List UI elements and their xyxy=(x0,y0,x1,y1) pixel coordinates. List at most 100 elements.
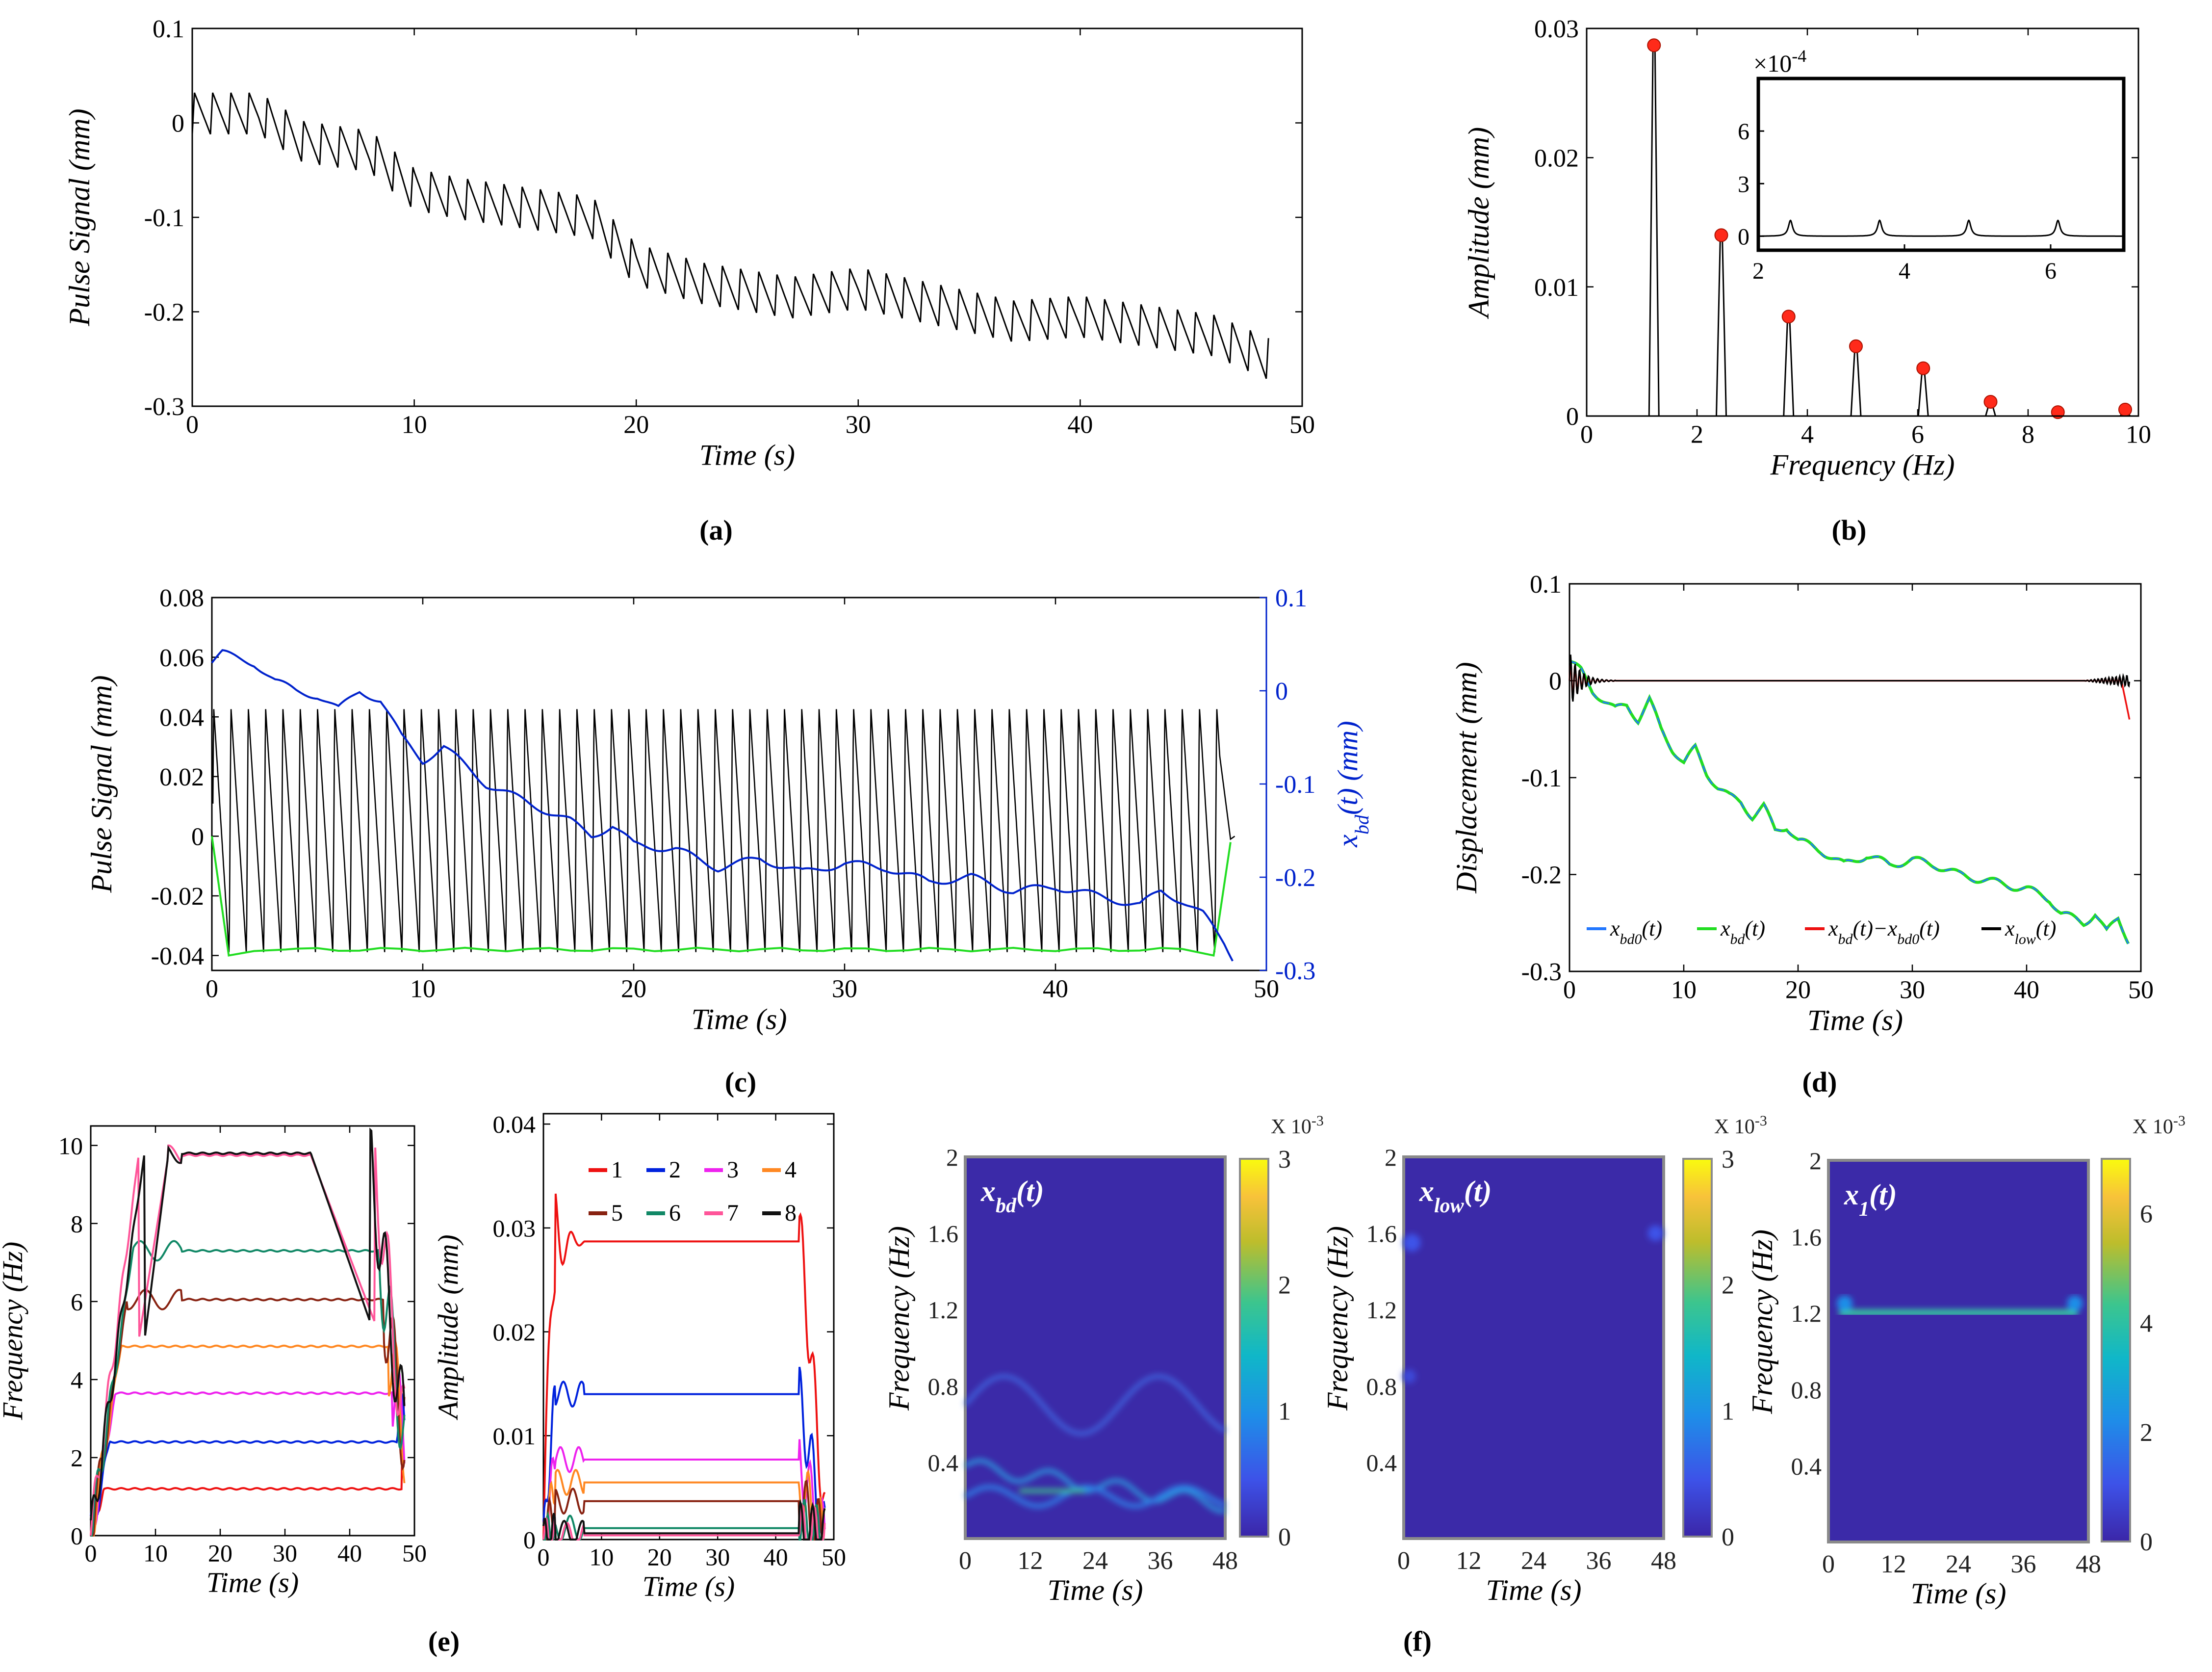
legend: 1 2 3 4 5 6 7 8 xyxy=(589,1157,797,1226)
y-tick-label: 1.6 xyxy=(1791,1224,1822,1251)
spectrum-peak xyxy=(1917,367,1929,417)
y-tick-label: 2 xyxy=(1385,1144,1397,1171)
y-tick-label: -0.1 xyxy=(144,204,184,232)
x-tick-label: 20 xyxy=(647,1543,672,1571)
y-tick-label: -0.04 xyxy=(151,942,204,970)
y-tick-label: 0.02 xyxy=(1534,145,1579,173)
y-tick-label: 2 xyxy=(71,1444,83,1471)
y2-axis-label: xbd(t) (mm) xyxy=(1332,721,1373,847)
legend-entry: xbd0(t) xyxy=(1610,916,1662,947)
imf-amplitude-line xyxy=(542,1502,826,1541)
peak-marker xyxy=(1916,361,1930,375)
y-tick-label: 0.04 xyxy=(493,1111,536,1138)
x-tick-label: 6 xyxy=(1911,421,1924,449)
x-tick-label: 0 xyxy=(85,1540,97,1567)
x-tick-label: 4 xyxy=(1801,421,1814,449)
y-tick-label: 0 xyxy=(1566,403,1579,431)
y-tick-label: 0.06 xyxy=(159,644,204,672)
lower-envelope-line xyxy=(211,836,1232,957)
y-tick-label: 1.2 xyxy=(1791,1300,1822,1327)
y-axis-label: Frequency (Hz) xyxy=(1321,1226,1354,1411)
x-tick-label: 8 xyxy=(2022,421,2034,449)
y2-tick-label: -0.1 xyxy=(1275,771,1315,799)
y-tick-label: 0.8 xyxy=(1366,1373,1397,1400)
panel-e-amplitude: 0 10 20 30 40 50 0 0.01 0.02 0.03 0.04 Time (s) Ampl… xyxy=(432,1111,846,1602)
panel-d: 0 10 20 30 40 50 -0.3 -0.2 -0.1 0 0.1 Time (s) Displ… xyxy=(1450,571,2154,1036)
y2-tick-label: -0.3 xyxy=(1275,957,1315,985)
imf-frequency-line xyxy=(91,1288,406,1537)
y-tick-label: -0.2 xyxy=(1521,862,1562,889)
x-tick-label: 10 xyxy=(402,411,427,439)
colorbar xyxy=(1239,1158,1269,1538)
colorbar-tick-label: 1 xyxy=(1278,1397,1291,1425)
y-axis-label: Pulse Signal (mm) xyxy=(85,675,118,893)
x-tick-label: 20 xyxy=(621,975,646,1003)
y-tick-label: 0.03 xyxy=(493,1214,536,1242)
x-tick-label: 10 xyxy=(143,1540,168,1567)
inset-spectrum-line xyxy=(1758,219,2124,237)
y-tick-label: 4 xyxy=(71,1366,83,1393)
x-tick-label: 0 xyxy=(1580,421,1593,449)
feature xyxy=(1402,1369,1416,1384)
colorbar-tick-label: 3 xyxy=(1722,1146,1734,1174)
inset-y-tick-label: 0 xyxy=(1738,224,1749,250)
y-tick-label: 8 xyxy=(71,1210,83,1237)
colorbar-tick-label: 0 xyxy=(1722,1523,1734,1551)
colorbar-tick-label: 2 xyxy=(2140,1419,2153,1447)
panel-a: 0 10 20 30 40 50 -0.3 -0.2 -0.1 0 0.1 Time (s) Pulse… xyxy=(63,15,1315,471)
y-tick-label: 6 xyxy=(71,1288,83,1315)
y-tick-label: 0.02 xyxy=(493,1318,536,1346)
ridge xyxy=(964,1485,1226,1509)
caption-f: (f) xyxy=(1403,1625,1432,1657)
heatmap-background xyxy=(964,1155,1227,1540)
y-tick-label: 0.08 xyxy=(159,584,204,612)
y-tick-label: 0.02 xyxy=(159,763,204,791)
colorbar-tick-label: 2 xyxy=(1278,1272,1291,1300)
y-tick-label: -0.3 xyxy=(144,393,184,421)
x-tick-label: 20 xyxy=(623,411,649,439)
y-tick-label: -0.02 xyxy=(151,883,204,911)
x-tick-label: 50 xyxy=(1254,975,1279,1003)
x-tick-label: 24 xyxy=(1521,1547,1546,1575)
colorbar-tick-label: 1 xyxy=(1722,1397,1734,1425)
legend: xbd0(t) xbd(t) xbd(t)−xbd0(t) xlow(t) xyxy=(1587,916,2056,947)
feature xyxy=(1403,1234,1421,1252)
caption-c: (c) xyxy=(725,1066,756,1098)
colorbar-tick-label: 6 xyxy=(2140,1200,2153,1228)
y-tick-label: 2 xyxy=(1809,1147,1822,1175)
caption-a: (a) xyxy=(699,514,733,546)
imf-frequency-line xyxy=(90,1367,406,1527)
imf-frequency-line xyxy=(90,1389,406,1517)
x-tick-label: 30 xyxy=(846,411,871,439)
legend-label: 8 xyxy=(785,1200,797,1226)
y-axis-label: Frequency (Hz) xyxy=(1746,1229,1778,1414)
x-tick-label: 48 xyxy=(1212,1547,1238,1575)
xbd0-line xyxy=(1569,660,2129,944)
imf-amplitude-line xyxy=(543,1499,825,1541)
inset-y-tick-label: 6 xyxy=(1738,119,1749,145)
y-tick-label: 0.4 xyxy=(928,1449,959,1476)
y-tick-label: 1.6 xyxy=(1366,1220,1397,1248)
y-axis-label: Frequency (Hz) xyxy=(883,1226,915,1411)
x-tick-label: 10 xyxy=(1671,976,1697,1004)
legend-label: 1 xyxy=(611,1157,623,1183)
y-tick-label: 0.8 xyxy=(1791,1376,1822,1404)
plot-frame xyxy=(1569,583,2142,972)
legend-entry: xbd(t) xyxy=(1720,916,1765,947)
x-tick-label: 40 xyxy=(337,1540,362,1567)
y-tick-label: 0.03 xyxy=(1534,15,1579,43)
heatmap-features xyxy=(963,1374,1226,1514)
y-tick-label: 0 xyxy=(1549,668,1562,696)
spectrum-peak xyxy=(1716,234,1727,417)
spectrum-peak xyxy=(1783,315,1795,417)
heatmap-features xyxy=(1837,1295,2083,1317)
feature xyxy=(1647,1225,1664,1241)
imf-frequency-line xyxy=(91,1240,406,1537)
x-tick-label: 12 xyxy=(1018,1547,1043,1575)
legend-label: 2 xyxy=(669,1157,681,1183)
ridge xyxy=(963,1374,1226,1436)
y-tick-label: 0.8 xyxy=(928,1373,959,1400)
caption-b: (b) xyxy=(1832,514,1867,546)
